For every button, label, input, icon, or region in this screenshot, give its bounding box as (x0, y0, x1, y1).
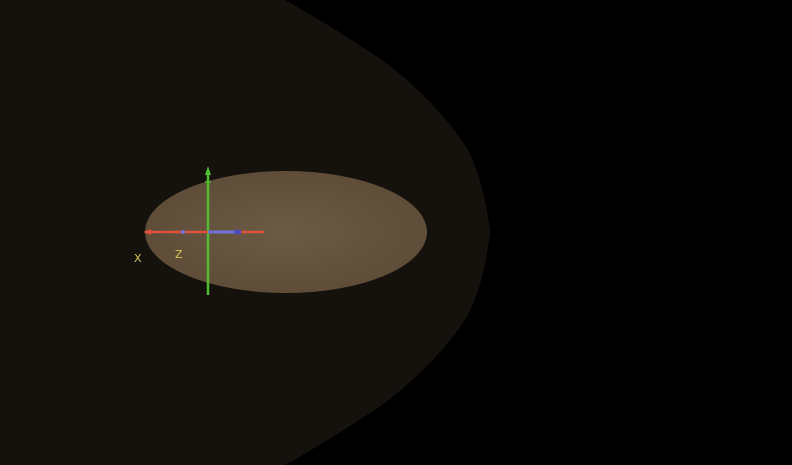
y-axis-arrow-icon[interactable] (205, 166, 211, 175)
x-axis-label: X (134, 252, 142, 265)
z-axis-label: Z (175, 248, 183, 261)
x-axis-arrow-icon[interactable] (143, 229, 151, 235)
z-axis-knob[interactable] (234, 230, 241, 234)
transform-gizmo[interactable] (143, 166, 264, 295)
disc-mesh[interactable] (145, 171, 427, 293)
x-axis-knob[interactable] (181, 230, 185, 234)
